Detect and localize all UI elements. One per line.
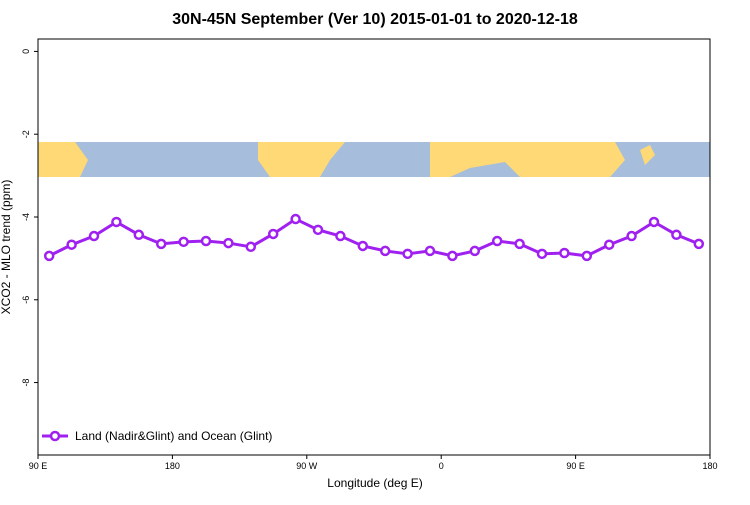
point <box>200 235 212 247</box>
point <box>469 245 481 257</box>
x-tick-label: 180 <box>702 461 717 471</box>
point <box>88 230 100 242</box>
point <box>581 250 593 262</box>
legend: Land (Nadir&Glint) and Ocean (Glint) <box>42 429 272 443</box>
point <box>491 235 503 247</box>
point <box>671 229 682 241</box>
point <box>693 238 705 250</box>
point <box>155 238 167 250</box>
point <box>603 239 615 250</box>
y-tick-label: -2 <box>21 130 31 138</box>
y-tick-label: -8 <box>21 379 31 387</box>
point <box>66 239 77 250</box>
point <box>447 250 458 262</box>
y-tick-label: -6 <box>21 296 31 304</box>
chart-title: 30N-45N September (Ver 10) 2015-01-01 to… <box>172 11 578 28</box>
point <box>626 230 637 242</box>
x-tick-label: 90 E <box>566 461 585 471</box>
point <box>402 248 413 260</box>
x-tick-label: 90 W <box>296 461 318 471</box>
point <box>536 248 548 260</box>
point <box>379 245 391 257</box>
point <box>133 229 145 241</box>
point <box>648 216 660 228</box>
y-tick-label: -4 <box>21 213 31 221</box>
map-band <box>38 142 710 177</box>
point <box>111 216 122 228</box>
point <box>514 238 525 250</box>
point <box>290 213 301 225</box>
y-tick-label: 0 <box>21 49 31 54</box>
x-tick-label: 0 <box>439 461 444 471</box>
point <box>559 247 570 259</box>
point <box>43 250 55 262</box>
y-axis-label: XCO2 - MLO trend (ppm) <box>0 180 13 315</box>
point <box>267 228 279 240</box>
point <box>312 224 324 236</box>
legend-label: Land (Nadir&Glint) and Ocean (Glint) <box>75 429 272 443</box>
point <box>223 237 234 249</box>
series-line <box>48 217 700 258</box>
point <box>424 245 436 257</box>
x-tick-label: 90 E <box>29 461 48 471</box>
point <box>357 240 369 252</box>
point <box>245 241 257 253</box>
legend-marker <box>49 430 61 442</box>
plot-frame <box>37 38 711 456</box>
x-axis-label: Longitude (deg E) <box>327 476 422 490</box>
point <box>178 236 189 248</box>
x-tick-label: 180 <box>165 461 180 471</box>
point <box>335 230 346 242</box>
